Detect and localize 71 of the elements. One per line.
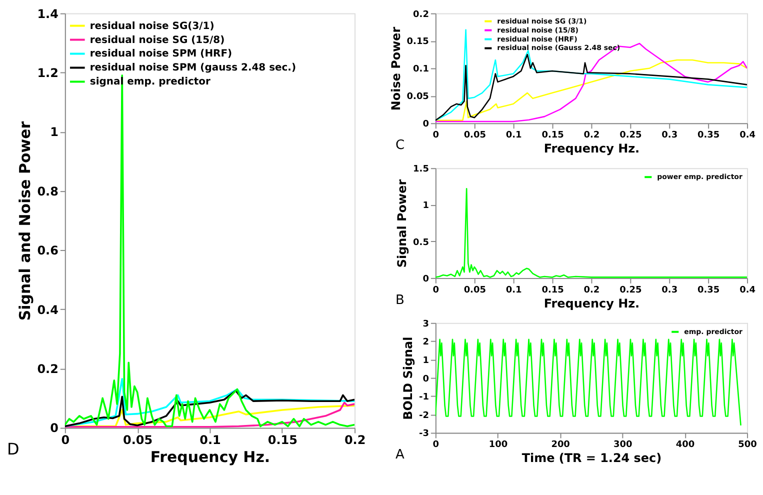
legend-label: residual noise SG(3/1) (90, 20, 214, 32)
x-axis-title: Frequency Hz. (544, 142, 640, 156)
x-tick-label: 0.2 (584, 130, 600, 141)
x-axis-title: Frequency Hz. (544, 296, 640, 310)
y-axis-title: BOLD Signal (400, 336, 415, 420)
x-tick-label: 0.35 (698, 130, 720, 141)
line-series (435, 29, 748, 122)
x-tick-label: 0.05 (464, 130, 486, 141)
x-tick-label: 0.25 (620, 130, 642, 141)
y-tick-label: 0.4 (37, 302, 58, 317)
y-tick-label: 0 (422, 120, 429, 130)
x-tick-label: 0.05 (464, 285, 486, 296)
x-tick-label: 0.15 (268, 433, 298, 448)
text: C (395, 138, 405, 154)
y-tick-label: 0.6 (37, 244, 58, 258)
x-axis-title: Time (TR = 1.24 sec) (522, 451, 662, 466)
y-tick-label: 1 (422, 201, 429, 212)
x-tick-label: 0 (61, 433, 70, 448)
x-tick-label: 0.35 (698, 285, 720, 296)
legend-label: residual noise SPM (HRF) (90, 48, 232, 60)
legend-label: residual noise SPM (gauss 2.48 sec.) (90, 62, 296, 74)
y-tick-label: 0 (50, 421, 58, 436)
x-tick-label: 300 (614, 440, 632, 450)
y-tick-label: -2 (418, 410, 429, 421)
y-tick-label: 1 (50, 125, 58, 140)
x-tick-label: 0.4 (740, 130, 756, 141)
y-tick-label: 0.1 (413, 64, 429, 75)
y-axis-title: Signal and Noise Power (16, 120, 34, 321)
x-tick-label: 0.25 (620, 285, 642, 296)
x-tick-label: 0 (432, 285, 440, 296)
line-series (435, 338, 742, 426)
x-tick-label: 0.3 (662, 130, 678, 141)
y-tick-label: 1.5 (413, 164, 429, 175)
y-tick-label: 0.05 (406, 92, 429, 102)
x-tick-label: 500 (738, 440, 757, 450)
y-tick-label: 3 (422, 319, 429, 330)
x-tick-label: 0.1 (506, 285, 522, 296)
y-tick-label: 0.2 (37, 362, 58, 376)
y-tick-label: 1 (422, 356, 429, 366)
y-tick-label: 0 (422, 374, 429, 384)
x-tick-label: 100 (488, 440, 508, 450)
legend-label: residual noise SG (15/8) (90, 34, 225, 46)
text: A (395, 448, 404, 463)
x-axis-title: Frequency Hz. (150, 448, 270, 466)
x-tick-label: 0.05 (123, 433, 153, 448)
x-tick-label: 0.2 (584, 285, 600, 296)
y-tick-label: 1.2 (37, 66, 58, 80)
y-tick-label: 2 (422, 338, 429, 348)
x-tick-label: 0 (432, 440, 440, 450)
x-tick-label: 0.15 (542, 130, 564, 141)
text: D (6, 440, 20, 459)
x-tick-label: 0.1 (506, 130, 522, 141)
text: B (395, 292, 404, 308)
x-tick-label: 400 (676, 440, 695, 450)
x-tick-label: 0.2 (344, 433, 366, 448)
y-tick-label: 0 (422, 274, 429, 284)
x-tick-label: 0.3 (662, 285, 678, 296)
x-tick-label: 0.1 (200, 433, 221, 448)
y-tick-label: 1.4 (37, 6, 58, 21)
y-axis-title: Signal Power (395, 179, 410, 268)
x-tick-label: 0.4 (740, 285, 756, 296)
y-tick-label: 0.2 (413, 10, 429, 20)
y-tick-label: 0.5 (413, 238, 429, 248)
y-axis-title: Noise Power (388, 26, 403, 111)
y-tick-label: -3 (418, 429, 429, 440)
x-tick-label: 0 (432, 130, 440, 141)
x-tick-label: 200 (551, 440, 570, 450)
y-tick-label: -1 (418, 392, 429, 403)
y-tick-label: 0.8 (37, 184, 58, 198)
x-tick-label: 0.15 (542, 285, 564, 296)
y-tick-label: 0.15 (406, 37, 429, 48)
